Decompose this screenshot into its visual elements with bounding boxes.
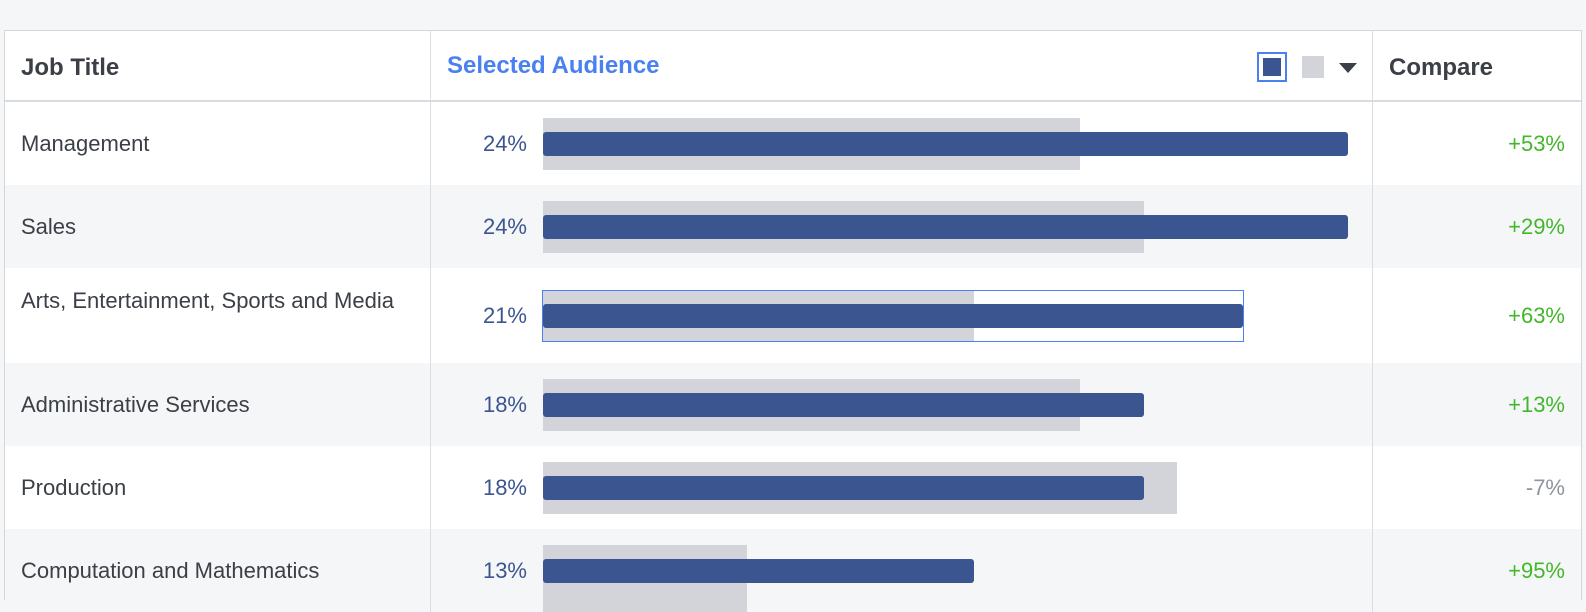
audience-percent: 24% bbox=[430, 131, 527, 157]
job-title-cell: Computation and Mathematics bbox=[21, 555, 401, 586]
job-title-header-cell[interactable]: Job Title bbox=[5, 31, 430, 100]
column-divider bbox=[1372, 268, 1373, 363]
job-title-cell: Administrative Services bbox=[21, 389, 401, 420]
audience-percent: 13% bbox=[430, 558, 527, 584]
job-title-header: Job Title bbox=[21, 54, 119, 82]
column-divider bbox=[1372, 446, 1373, 529]
job-title-cell: Production bbox=[21, 472, 401, 503]
compare-value: -7% bbox=[1526, 475, 1565, 501]
selected-audience-bar[interactable] bbox=[543, 559, 974, 583]
job-title-cell: Management bbox=[21, 128, 401, 159]
table-header: Job Title Selected Audience Compare bbox=[5, 31, 1581, 102]
table-body: Management 24% +53% Sales 24% +29% Arts, Enter… bbox=[5, 102, 1581, 612]
bar-focus-outline bbox=[542, 290, 1244, 342]
selected-audience-header[interactable]: Selected Audience bbox=[447, 52, 660, 80]
selected-audience-bar[interactable] bbox=[543, 215, 1348, 239]
selected-audience-bar[interactable] bbox=[543, 132, 1348, 156]
compare-value: +63% bbox=[1508, 303, 1565, 329]
audience-percent: 18% bbox=[430, 475, 527, 501]
compare-header: Compare bbox=[1389, 54, 1493, 82]
table-row[interactable]: Administrative Services 18% +13% bbox=[5, 363, 1581, 446]
audience-percent: 18% bbox=[430, 392, 527, 418]
column-divider bbox=[1372, 185, 1373, 268]
compare-value: +53% bbox=[1508, 131, 1565, 157]
chevron-down-icon[interactable] bbox=[1336, 58, 1360, 76]
baseline-swatch-icon[interactable] bbox=[1302, 56, 1324, 78]
column-divider bbox=[1372, 102, 1373, 185]
column-divider bbox=[1372, 363, 1373, 446]
selected-audience-header-cell: Selected Audience bbox=[430, 31, 1373, 100]
compare-header-cell[interactable]: Compare bbox=[1373, 31, 1581, 100]
selected-audience-bar[interactable] bbox=[543, 476, 1144, 500]
compare-value: +29% bbox=[1508, 214, 1565, 240]
table-row[interactable]: Production 18% -7% bbox=[5, 446, 1581, 529]
selected-audience-swatch-icon[interactable] bbox=[1257, 52, 1287, 82]
job-title-cell: Sales bbox=[21, 211, 401, 242]
table-row[interactable]: Arts, Entertainment, Sports and Media 21%… bbox=[5, 268, 1581, 363]
audience-percent: 21% bbox=[430, 303, 527, 329]
selected-audience-bar[interactable] bbox=[543, 393, 1144, 417]
table-row[interactable]: Management 24% +53% bbox=[5, 102, 1581, 185]
compare-value: +95% bbox=[1508, 558, 1565, 584]
table-row[interactable]: Sales 24% +29% bbox=[5, 185, 1581, 268]
audience-table: Job Title Selected Audience Compare Mana… bbox=[4, 30, 1582, 600]
job-title-cell: Arts, Entertainment, Sports and Media bbox=[21, 285, 401, 316]
audience-percent: 24% bbox=[430, 214, 527, 240]
compare-value: +13% bbox=[1508, 392, 1565, 418]
